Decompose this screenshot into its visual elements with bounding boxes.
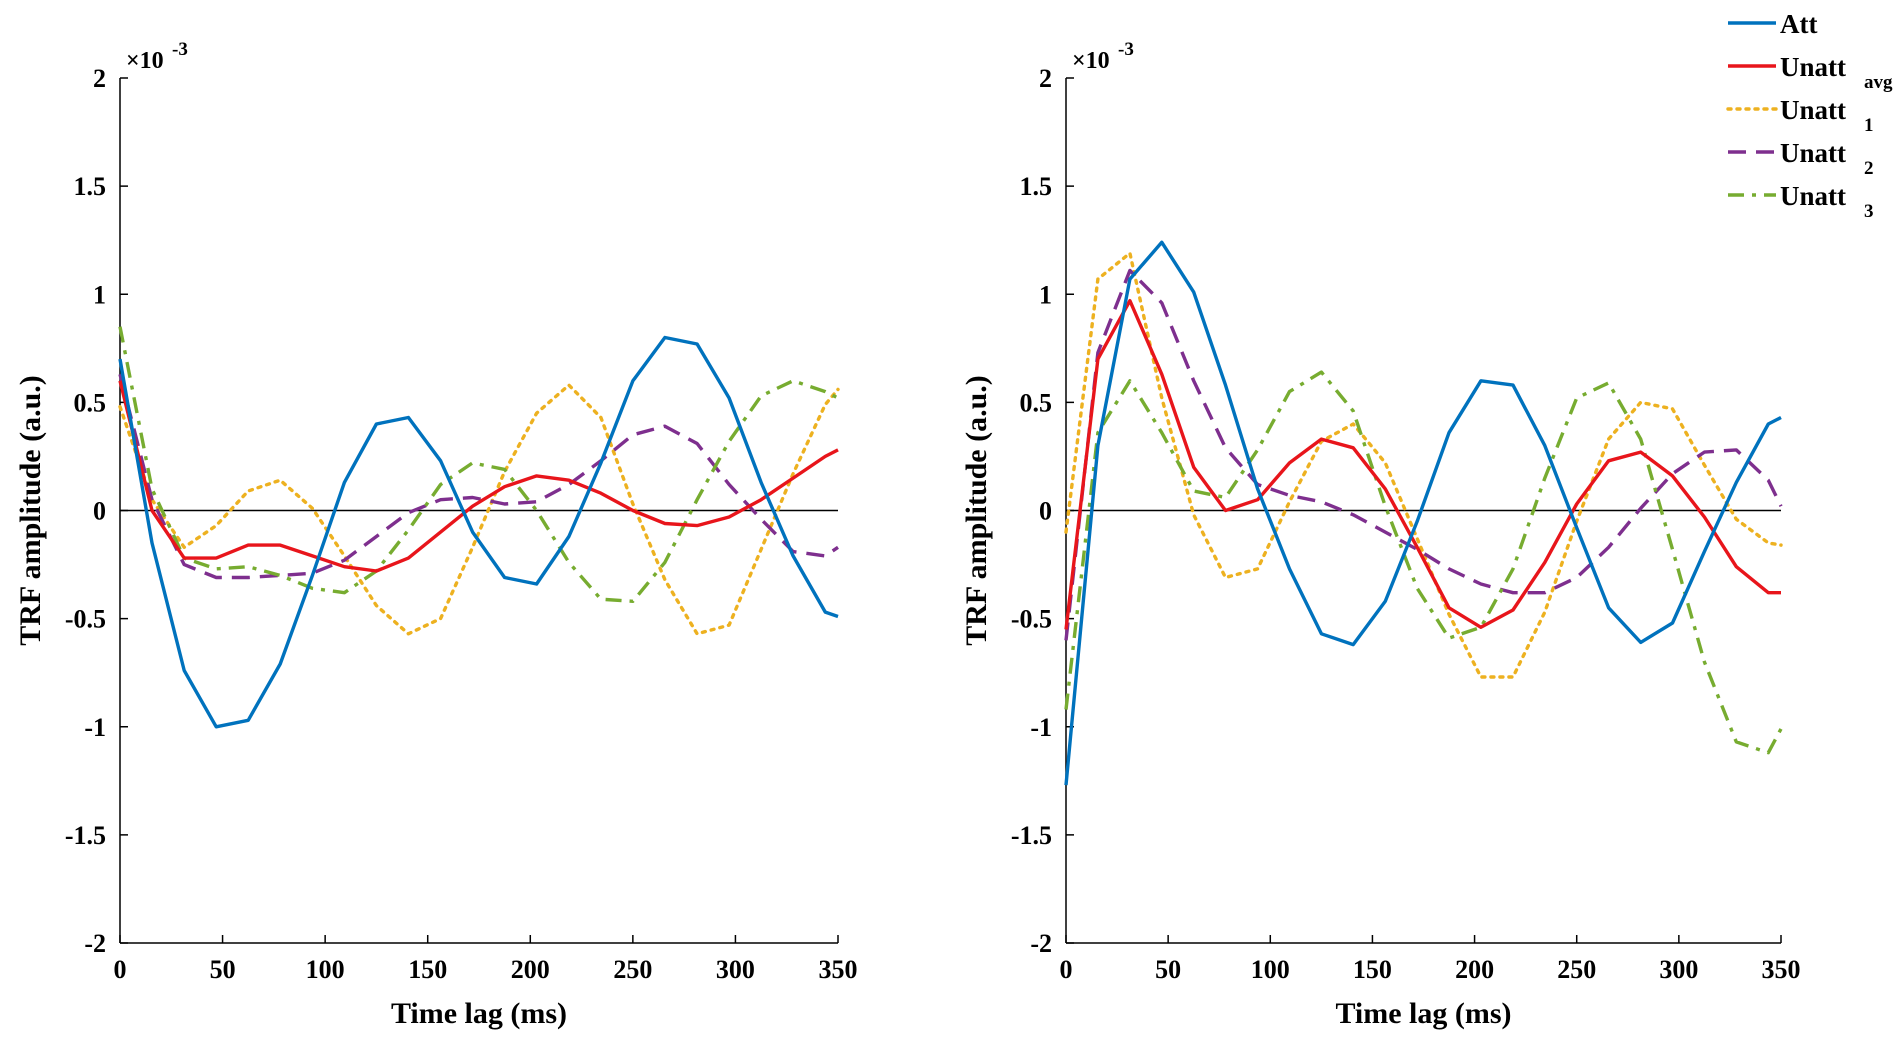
series-line-unatt_avg [1064, 299, 1781, 630]
panel-left: -2 -1.5 -1 -0.5 0 0.5 1 1.5 2 0 50 100 150 200 250 300 3… [14, 39, 858, 1030]
y-tick-label: 0 [1039, 497, 1052, 526]
legend-item-unatt2: Unatt 2 [1728, 138, 1874, 179]
legend-label: Unatt [1780, 95, 1846, 125]
x-tick-label: 350 [1762, 955, 1801, 984]
x-tick-label: 0 [1060, 955, 1073, 984]
y-axis-label: TRF amplitude (a.u.) [14, 375, 47, 646]
x-tick-label: 0 [114, 955, 127, 984]
legend-item-unatt3: Unatt 3 [1728, 181, 1874, 222]
x-axis-label: Time lag (ms) [1335, 997, 1511, 1030]
legend-label: Att [1780, 9, 1817, 39]
legend-item-unatt1: Unatt 1 [1726, 95, 1874, 136]
series-line-unatt1 [1064, 251, 1783, 679]
legend-subscript: 1 [1864, 115, 1874, 136]
y-tick-label: -1 [1030, 713, 1052, 742]
y-scale-label: ×10 [1072, 48, 1110, 74]
y-scale-exponent: -3 [172, 39, 188, 60]
x-tick-label: 300 [1659, 955, 1698, 984]
y-tick-label: -1 [84, 713, 106, 742]
x-tick-label: 200 [1455, 955, 1494, 984]
series-line-unatt2 [118, 373, 839, 580]
y-tick-label: -2 [1030, 929, 1052, 958]
y-tick-label: 0.5 [1020, 388, 1053, 417]
legend-subscript: 2 [1864, 158, 1874, 179]
legend-label: Unatt [1780, 138, 1846, 168]
x-tick-label: 50 [210, 955, 236, 984]
y-tick-label: -2 [84, 929, 106, 958]
y-tick-label: -1.5 [1011, 821, 1052, 850]
legend-item-unatt_avg: Unatt avg [1728, 52, 1893, 93]
series-line-att [1064, 240, 1782, 786]
y-tick-label: 1.5 [74, 172, 107, 201]
legend-item-att: Att [1728, 9, 1817, 39]
y-tick-label: 1 [93, 280, 106, 309]
y-tick-label: -0.5 [65, 605, 106, 634]
y-tick-label: 1.5 [1020, 172, 1053, 201]
y-scale-exponent: -3 [1118, 39, 1134, 60]
series-line-unatt2 [1064, 268, 1783, 641]
y-tick-label: 0.5 [74, 388, 107, 417]
x-tick-label: 300 [716, 955, 755, 984]
x-tick-label: 50 [1155, 955, 1181, 984]
series-line-unatt3 [118, 326, 839, 603]
x-tick-label: 100 [1251, 955, 1290, 984]
series-line-unatt_avg [118, 380, 839, 573]
x-tick-label: 200 [511, 955, 550, 984]
x-tick-label: 150 [408, 955, 447, 984]
x-tick-label: 250 [1557, 955, 1596, 984]
x-tick-label: 150 [1353, 955, 1392, 984]
legend-label: Unatt [1780, 181, 1846, 211]
panel-right: -2 -1.5 -1 -0.5 0 0.5 1 1.5 2 0 50 100 150 200 250 300 3… [960, 39, 1801, 1030]
legend: Att Unatt avg Unatt 1 Unatt 2 Unatt 3 [1726, 9, 1893, 222]
y-tick-label: 2 [1039, 64, 1052, 93]
legend-label: Unatt [1780, 52, 1846, 82]
y-scale-label: ×10 [126, 48, 164, 74]
legend-subscript: 3 [1864, 201, 1874, 222]
y-tick-label: -1.5 [65, 821, 106, 850]
x-tick-label: 350 [819, 955, 858, 984]
y-axis-label: TRF amplitude (a.u.) [960, 375, 993, 646]
y-tick-label: 2 [93, 64, 106, 93]
legend-subscript: avg [1864, 72, 1893, 93]
series-line-unatt1 [118, 383, 840, 636]
series-line-att [118, 335, 839, 729]
x-axis-label: Time lag (ms) [391, 997, 567, 1030]
x-tick-label: 250 [613, 955, 652, 984]
x-tick-label: 100 [306, 955, 345, 984]
y-tick-label: 1 [1039, 280, 1052, 309]
y-tick-label: 0 [93, 497, 106, 526]
y-tick-label: -0.5 [1011, 605, 1052, 634]
